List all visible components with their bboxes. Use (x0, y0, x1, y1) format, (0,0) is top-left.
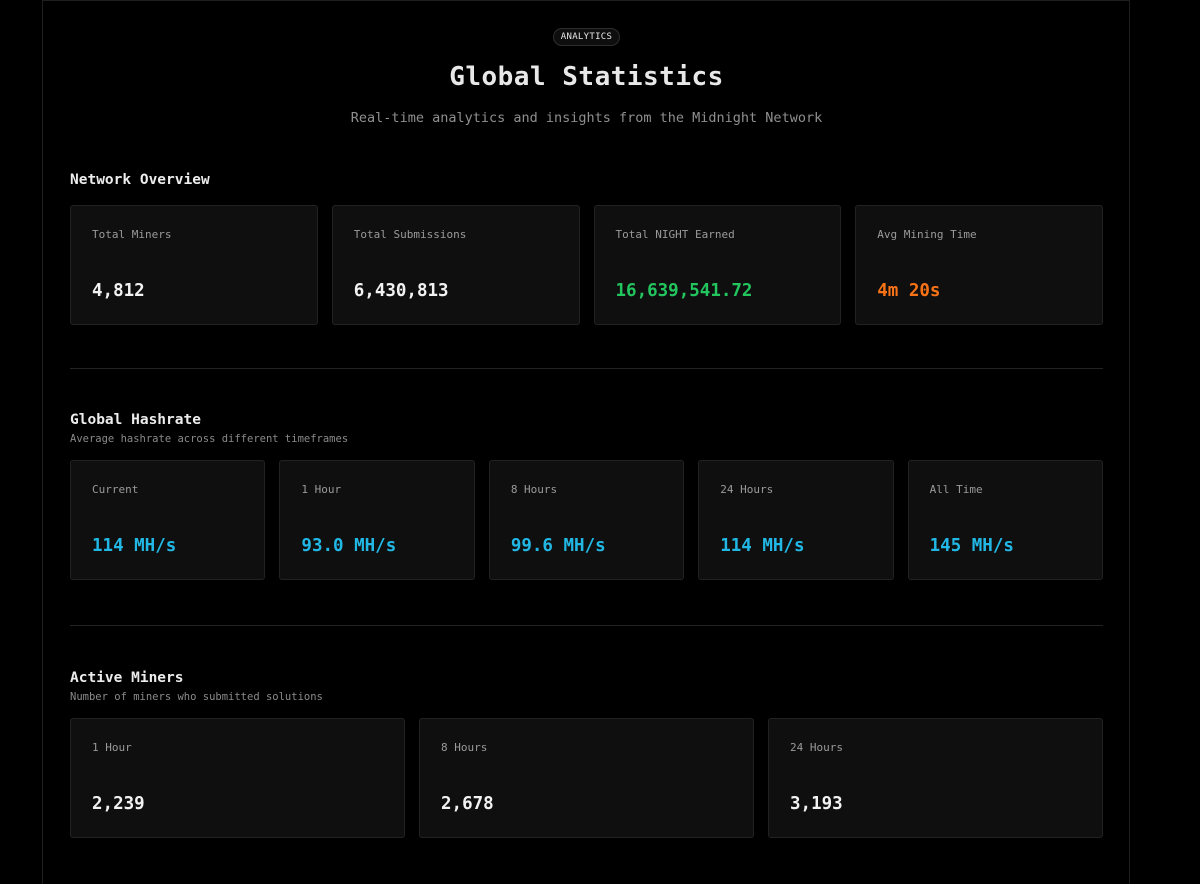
section-description: Average hashrate across different timefr… (70, 433, 349, 445)
stat-label: Avg Mining Time (877, 228, 977, 241)
stat-value: 16,639,541.72 (615, 281, 753, 301)
stat-label: Total Miners (92, 228, 172, 241)
global-hashrate-section: Global Hashrate Average hashrate across … (70, 412, 1104, 580)
active-miners-card-8-hours: 8 Hours 2,678 (419, 718, 754, 838)
stat-value: 2,239 (92, 794, 145, 814)
stat-label: 8 Hours (441, 741, 488, 754)
section-description: Number of miners who submitted solutions (70, 691, 323, 703)
network-overview-cards: Total Miners 4,812 Total Submissions 6,4… (70, 205, 1103, 325)
stat-value: 3,193 (790, 794, 843, 814)
analytics-badge: ANALYTICS (552, 28, 621, 46)
hero: ANALYTICS Global Statistics Real-time an… (70, 0, 1103, 126)
stat-label: 1 Hour (301, 483, 342, 496)
stat-value: 6,430,813 (353, 281, 449, 301)
page-subtitle: Real-time analytics and insights from th… (350, 110, 823, 126)
active-miners-cards: 1 Hour 2,239 8 Hours 2,678 24 Hours 3,19… (70, 718, 1103, 838)
stat-label: 8 Hours (510, 483, 558, 496)
active-miners-card-24-hours: 24 Hours 3,193 (768, 718, 1103, 838)
section-title: Active Miners (70, 670, 184, 686)
active-miners-section: Active Miners Number of miners who submi… (70, 670, 1103, 838)
stat-value: 2,678 (441, 794, 494, 814)
section-divider (70, 625, 1103, 626)
hashrate-card-24-hours: 24 Hours 114 MH/s (698, 460, 894, 580)
hashrate-card-1-hour: 1 Hour 93.0 MH/s (279, 460, 475, 580)
section-title: Network Overview (70, 172, 210, 188)
hashrate-card-all-time: All Time 145 MH/s (907, 460, 1104, 580)
page-title: Global Statistics (449, 62, 724, 92)
stat-label: 24 Hours (790, 741, 843, 754)
stat-card-total-submissions: Total Submissions 6,430,813 (331, 205, 580, 325)
stat-card-total-miners: Total Miners 4,812 (70, 205, 318, 325)
hashrate-cards: Current 114 MH/s 1 Hour 93.0 MH/s 8 Hour… (70, 460, 1104, 580)
hashrate-card-current: Current 114 MH/s (70, 460, 266, 580)
stat-value: 145 MH/s (929, 536, 1014, 556)
stat-value: 93.0 MH/s (301, 536, 397, 556)
stat-value: 4m 20s (877, 281, 941, 301)
section-divider (70, 368, 1103, 369)
stat-value: 114 MH/s (92, 536, 177, 556)
stat-card-total-night-earned: Total NIGHT Earned 16,639,541.72 (593, 205, 842, 325)
hashrate-card-8-hours: 8 Hours 99.6 MH/s (488, 460, 685, 580)
stat-label: 24 Hours (720, 483, 774, 496)
stat-label: 1 Hour (92, 741, 132, 754)
stat-label: All Time (929, 483, 983, 496)
stat-value: 4,812 (92, 281, 145, 301)
network-overview-section: Network Overview Total Miners 4,812 Tota… (70, 172, 1103, 325)
stat-card-avg-mining-time: Avg Mining Time 4m 20s (855, 205, 1103, 325)
page-frame (42, 0, 1130, 884)
active-miners-card-1-hour: 1 Hour 2,239 (70, 718, 405, 838)
stat-label: Total Submissions (353, 228, 467, 241)
section-title: Global Hashrate (70, 412, 201, 428)
stat-value: 114 MH/s (720, 536, 805, 556)
stat-value: 99.6 MH/s (510, 536, 606, 556)
main-content: ANALYTICS Global Statistics Real-time an… (70, 0, 1104, 838)
stat-label: Current (92, 483, 139, 496)
stat-label: Total NIGHT Earned (615, 228, 735, 241)
